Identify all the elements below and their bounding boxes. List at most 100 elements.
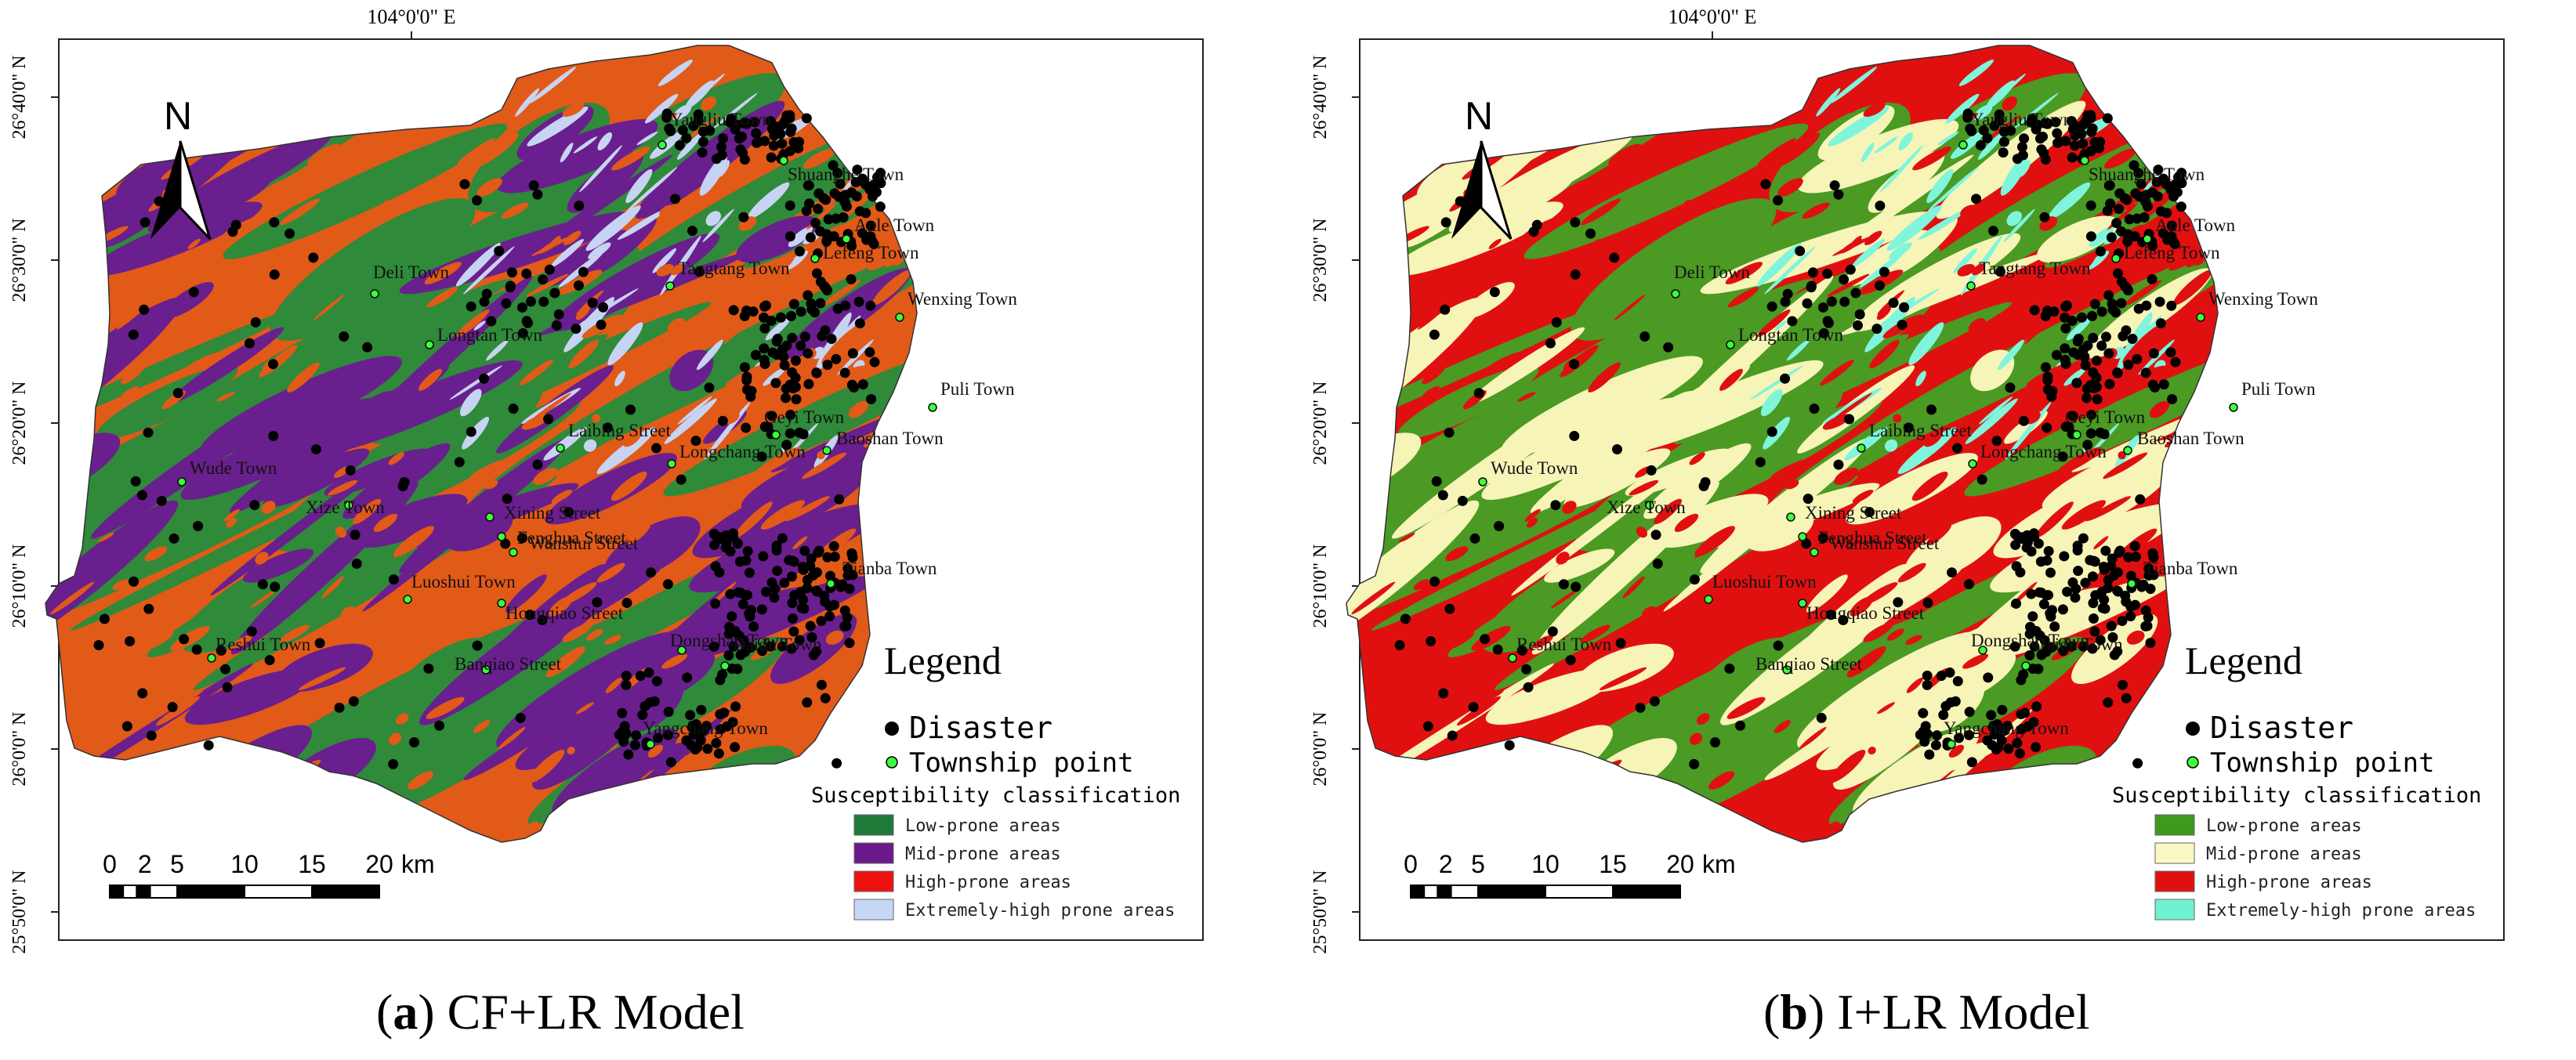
disaster-point	[808, 649, 819, 660]
disaster-point	[1782, 288, 1793, 299]
high-prone-fleck	[604, 635, 621, 645]
disaster-point	[2117, 616, 2128, 627]
high-prone-fleck	[784, 396, 822, 415]
legend-swatch	[853, 842, 894, 864]
disaster-point	[2166, 220, 2177, 231]
disaster-point	[779, 577, 790, 588]
disaster-point	[842, 612, 853, 623]
disaster-point	[596, 320, 607, 331]
legend-disaster-symbol	[2186, 722, 2200, 736]
disaster-point	[216, 645, 226, 656]
disaster-point	[1569, 359, 1580, 370]
disaster-point	[779, 360, 790, 371]
disaster-point	[2135, 494, 2146, 505]
disaster-point	[2009, 641, 2020, 652]
high-prone-fleck	[1785, 479, 1799, 490]
disaster-point	[804, 198, 815, 209]
high-prone-fleck	[2078, 707, 2105, 731]
disaster-point	[745, 391, 756, 402]
township-point	[2196, 313, 2205, 322]
disaster-point	[741, 422, 752, 433]
scale-tick-label: 2	[1439, 850, 1453, 878]
high-prone-fleck	[1422, 385, 1440, 396]
disaster-point	[730, 124, 741, 135]
township-point	[771, 430, 781, 440]
disaster-point	[734, 630, 745, 641]
township-point	[1508, 653, 1517, 663]
caption-letter: a	[393, 984, 418, 1040]
disaster-point	[852, 165, 863, 175]
disaster-point	[2123, 285, 2134, 296]
high-prone-fleck	[611, 147, 650, 171]
disaster-point	[544, 264, 555, 275]
township-point	[1478, 477, 1487, 487]
disaster-point	[623, 749, 634, 760]
high-prone-fleck	[1776, 104, 1818, 127]
north-arrow-light-half	[179, 140, 212, 241]
high-prone-fleck	[1719, 368, 1743, 391]
extreme-prone-patch	[652, 248, 677, 273]
disaster-point	[704, 382, 715, 393]
latitude-label: 26°0'0" N	[1310, 711, 1331, 786]
extreme-prone-patch	[1908, 322, 1944, 366]
disaster-point	[1516, 645, 1527, 656]
extreme-prone-patch	[1760, 389, 1783, 417]
scale-unit-label: km	[1702, 850, 1736, 878]
disaster-point	[2129, 541, 2140, 552]
disaster-point	[838, 212, 849, 222]
disaster-point	[1523, 682, 1534, 693]
latitude-label: 26°40'0" N	[1310, 55, 1331, 139]
disaster-point	[816, 616, 827, 627]
disaster-point	[820, 693, 831, 704]
disaster-point	[1897, 320, 1908, 331]
disaster-point	[1944, 667, 1955, 678]
disaster-point	[2166, 231, 2177, 242]
high-prone-fleck	[1777, 178, 1803, 197]
high-prone-fleck	[251, 179, 285, 201]
disaster-point	[2085, 110, 2096, 121]
disaster-point	[1457, 495, 1468, 506]
high-prone-fleck	[1906, 677, 1923, 693]
disaster-point	[772, 566, 783, 577]
high-prone-fleck	[1380, 689, 1418, 722]
disaster-point	[617, 707, 628, 718]
high-prone-fleck	[1654, 498, 1683, 525]
high-prone-fleck	[625, 523, 651, 546]
disaster-point	[1838, 615, 1849, 626]
high-prone-fleck	[1757, 309, 1791, 337]
high-prone-fleck	[223, 318, 238, 332]
disaster-point	[2078, 641, 2089, 652]
high-prone-fleck	[2126, 630, 2145, 645]
disaster-point	[1962, 108, 1973, 119]
disaster-point	[822, 552, 833, 563]
disaster-point	[2040, 362, 2051, 373]
high-prone-fleck	[1517, 392, 1536, 402]
disaster-point	[1829, 180, 1840, 191]
high-prone-fleck	[586, 628, 603, 641]
disaster-point	[486, 316, 497, 327]
disaster-point	[2020, 707, 2031, 718]
township-point	[665, 281, 675, 291]
disaster-point	[156, 495, 167, 506]
disaster-point	[1822, 316, 1833, 327]
township-label: Baoshan Town	[2137, 429, 2244, 448]
extreme-prone-patch	[530, 67, 577, 103]
disaster-point	[1963, 729, 1974, 740]
high-prone-fleck	[1527, 517, 1538, 528]
township-point	[1958, 140, 1968, 150]
disaster-point	[2121, 325, 2132, 336]
disaster-point	[2107, 631, 2118, 642]
disaster-point	[850, 177, 861, 188]
disaster-point	[2060, 421, 2071, 432]
disaster-point	[1773, 195, 1784, 206]
high-prone-fleck	[1614, 294, 1646, 321]
disaster-point	[803, 348, 813, 359]
high-prone-fleck	[1948, 744, 1965, 758]
disaster-point	[2031, 701, 2042, 712]
mid-prone-patch	[1389, 201, 1563, 277]
extreme-prone-patch	[2089, 226, 2114, 248]
high-prone-fleck	[1960, 204, 1977, 218]
high-prone-fleck	[521, 414, 550, 430]
disaster-point	[1649, 696, 1660, 707]
